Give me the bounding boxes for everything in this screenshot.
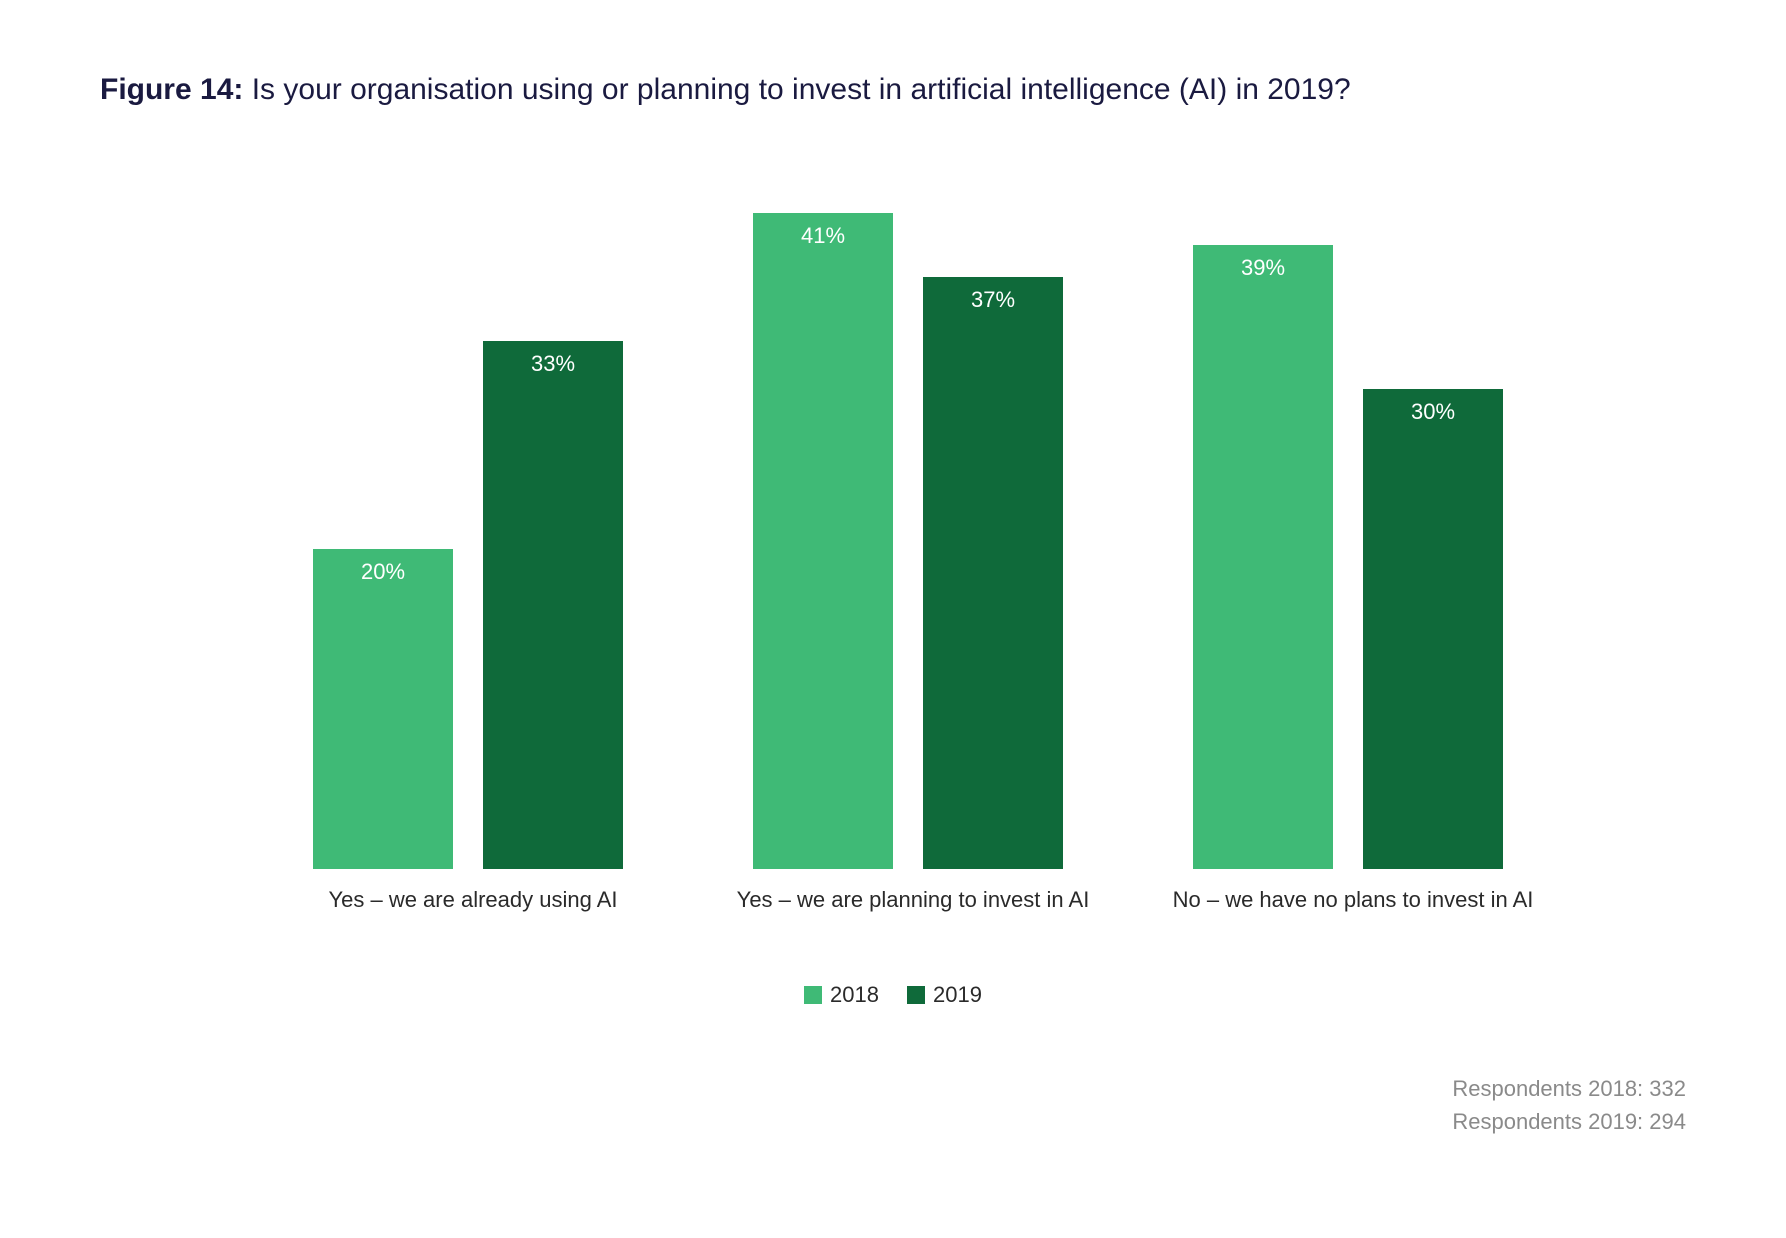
footnote-line: Respondents 2019: 294 [1452, 1105, 1686, 1138]
figure-question: Is your organisation using or planning t… [252, 73, 1351, 106]
bar-value-label: 37% [923, 287, 1063, 313]
chart-footnotes: Respondents 2018: 332 Respondents 2019: … [1452, 1072, 1686, 1138]
figure-title: Figure 14: Is your organisation using or… [100, 70, 1686, 109]
legend-swatch-icon [907, 986, 925, 1004]
bar-value-label: 41% [753, 223, 893, 249]
category-label-row: Yes – we are already using AI Yes – we ar… [253, 887, 1533, 927]
legend-swatch-icon [804, 986, 822, 1004]
bar-2019: 30% [1363, 389, 1503, 869]
bar-2018: 41% [753, 213, 893, 869]
bar-group: 41% 37% [753, 149, 1073, 869]
bar-2018: 20% [313, 549, 453, 869]
category-label: Yes – we are planning to invest in AI [703, 887, 1123, 913]
legend-label: 2019 [933, 982, 982, 1008]
bar-value-label: 20% [313, 559, 453, 585]
category-label: No – we have no plans to invest in AI [1143, 887, 1563, 913]
bar-2019: 33% [483, 341, 623, 869]
legend-label: 2018 [830, 982, 879, 1008]
legend-item: 2019 [907, 982, 982, 1008]
bar-value-label: 33% [483, 351, 623, 377]
bar-group: 39% 30% [1193, 149, 1513, 869]
bar-2019: 37% [923, 277, 1063, 869]
bar-value-label: 30% [1363, 399, 1503, 425]
bar-value-label: 39% [1193, 255, 1333, 281]
category-label: Yes – we are already using AI [263, 887, 683, 913]
footnote-line: Respondents 2018: 332 [1452, 1072, 1686, 1105]
bar-group: 20% 33% [313, 149, 633, 869]
figure-page: Figure 14: Is your organisation using or… [0, 0, 1786, 1238]
legend-item: 2018 [804, 982, 879, 1008]
chart-plot-area: 20% 33% 41% 37% 39% 30% [253, 149, 1533, 869]
chart-container: 20% 33% 41% 37% 39% 30% Yes – we are already … [100, 149, 1686, 1010]
figure-label: Figure 14: [100, 73, 243, 106]
bar-2018: 39% [1193, 245, 1333, 869]
chart-legend: 2018 2019 [100, 982, 1686, 1010]
